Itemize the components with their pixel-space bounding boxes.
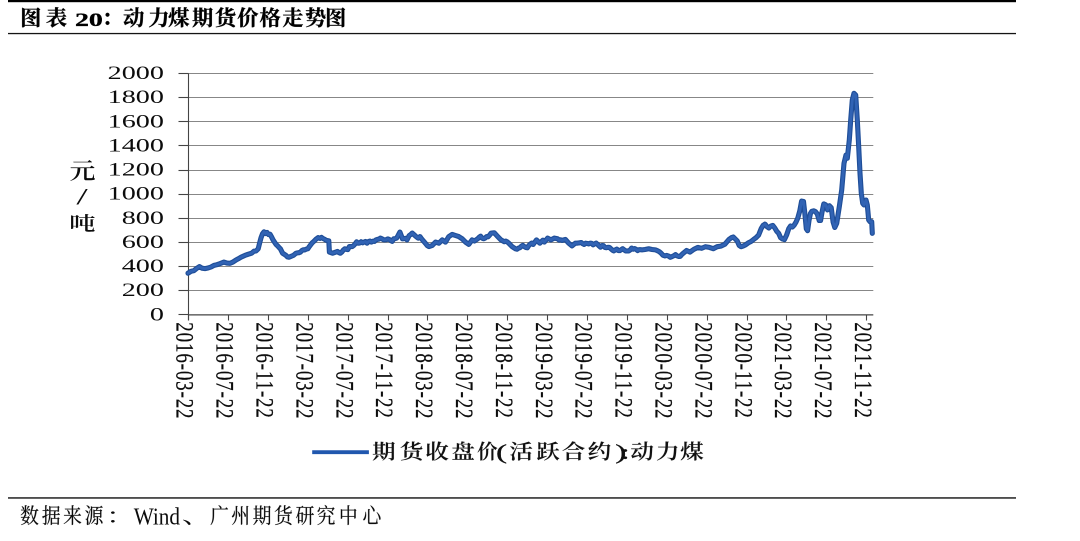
svg-text:800: 800 xyxy=(122,208,164,228)
svg-text:400: 400 xyxy=(122,257,164,277)
svg-text:2020-03-22: 2020-03-22 xyxy=(650,322,678,419)
svg-text:2017-11-22: 2017-11-22 xyxy=(371,322,399,418)
svg-text:2020-07-22: 2020-07-22 xyxy=(690,322,718,419)
svg-text:0: 0 xyxy=(150,305,164,325)
svg-text:2021-07-22: 2021-07-22 xyxy=(809,322,837,419)
svg-text:200: 200 xyxy=(122,281,164,301)
svg-text:2021-11-22: 2021-11-22 xyxy=(849,322,877,418)
svg-text:2018-11-22: 2018-11-22 xyxy=(490,322,518,418)
svg-text:2020-11-22: 2020-11-22 xyxy=(730,322,758,418)
svg-text:Wind: Wind xyxy=(134,504,181,530)
svg-text:/: / xyxy=(76,185,88,210)
svg-text:2016-11-22: 2016-11-22 xyxy=(251,322,279,418)
svg-text:1200: 1200 xyxy=(108,160,164,180)
svg-text:2000: 2000 xyxy=(108,63,164,83)
svg-text:20: 20 xyxy=(75,10,103,30)
svg-text:): ) xyxy=(615,440,626,464)
svg-text:2019-03-22: 2019-03-22 xyxy=(530,322,558,419)
svg-text:1800: 1800 xyxy=(108,88,164,108)
svg-text::: : xyxy=(621,440,629,464)
svg-text:(: ( xyxy=(496,440,507,464)
svg-text:1600: 1600 xyxy=(108,112,164,132)
svg-text:2019-07-22: 2019-07-22 xyxy=(570,322,598,419)
svg-text:2018-07-22: 2018-07-22 xyxy=(450,322,478,419)
svg-text:1400: 1400 xyxy=(108,136,164,156)
svg-text:2021-03-22: 2021-03-22 xyxy=(770,322,798,419)
svg-text:2018-03-22: 2018-03-22 xyxy=(410,322,438,419)
svg-text:2016-07-22: 2016-07-22 xyxy=(211,322,239,419)
svg-text:2017-07-22: 2017-07-22 xyxy=(331,322,359,419)
svg-text:2016-03-22: 2016-03-22 xyxy=(171,322,199,419)
svg-text:1000: 1000 xyxy=(108,184,164,204)
svg-text:2017-03-22: 2017-03-22 xyxy=(291,322,319,419)
svg-text:600: 600 xyxy=(122,232,164,252)
svg-text:2019-11-22: 2019-11-22 xyxy=(610,322,638,418)
